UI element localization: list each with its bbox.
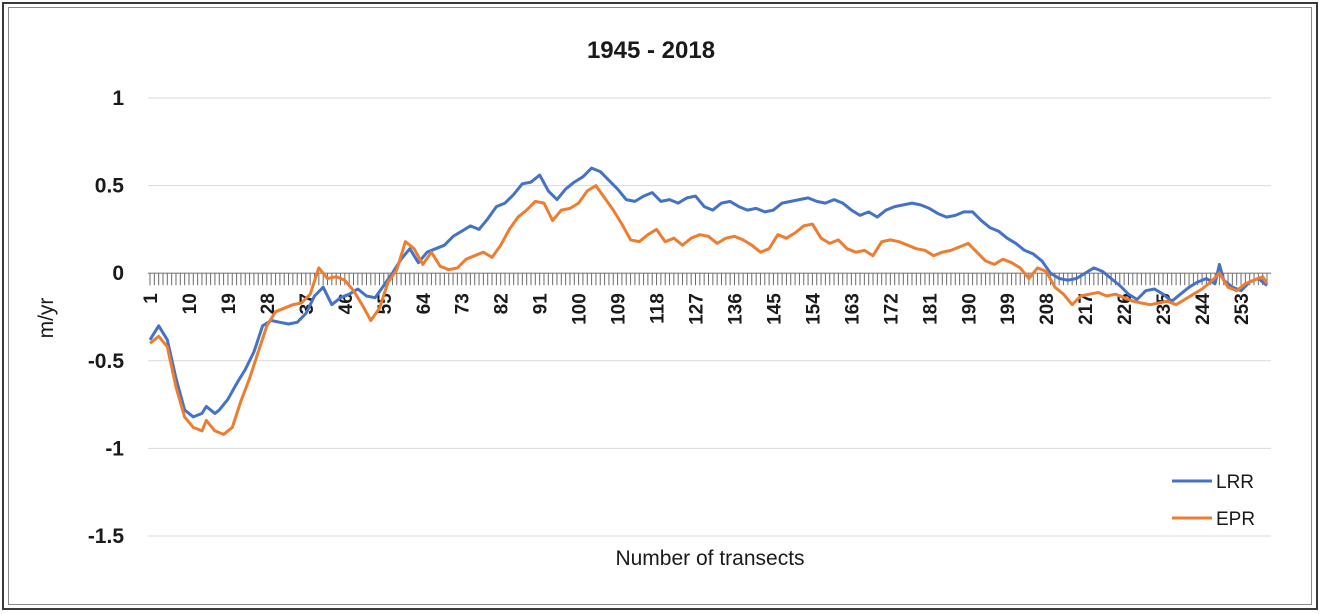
y-tick-label: 0.5 [95,175,125,198]
x-tick-label: 109 [609,293,630,325]
x-tick-label: 73 [453,293,474,314]
x-tick-label: 235 [1154,293,1175,325]
x-axis: 1 10 19 28 37 46 55 64 73 82 91 100 109 118 127 136 145 1… [141,272,1271,325]
chart-title: 1945 - 2018 [587,37,715,64]
x-tick-label: 172 [881,293,902,325]
x-tick-label: 19 [219,293,240,314]
x-tick-label: 154 [803,293,824,325]
x-tick-label: 100 [570,293,591,325]
x-tick-label: 10 [180,293,201,314]
x-tick-label: 118 [648,293,669,324]
x-tick-label: 28 [258,293,279,314]
x-tick-label: 64 [414,293,435,315]
x-tick-label: 181 [920,293,941,325]
y-axis-ticks: 1 0.5 0 -0.5 -1 -1.5 [88,87,125,548]
y-tick-label: -1 [105,437,124,460]
x-tick-label: 217 [1076,293,1097,325]
series-line-epr [149,184,1269,436]
x-tick-label: 127 [687,293,708,325]
x-tick-label: 208 [1037,293,1058,325]
x-tick-label: 190 [959,293,980,325]
y-tick-label: 1 [112,87,124,110]
x-tick-label: 136 [725,293,746,325]
x-tick-label: 82 [492,293,513,314]
legend: LRR EPR [1172,472,1255,530]
x-tick-label: 199 [998,293,1019,325]
x-tick-label: 163 [842,293,863,325]
y-tick-label: 0 [112,262,124,285]
x-tick-label: 253 [1232,293,1253,325]
y-axis-label: m/yr [35,298,58,339]
series-line-lrr [148,166,1268,419]
gridlines [148,97,1271,537]
x-tick-label: 91 [531,293,552,315]
inner-frame [8,7,1312,605]
x-tick-label: 145 [764,293,785,325]
series-lines [148,166,1269,436]
legend-label-lrr: LRR [1216,472,1254,493]
y-tick-label: -0.5 [88,350,125,373]
x-tick-label: 244 [1193,293,1214,325]
legend-label-epr: EPR [1216,509,1255,530]
x-tick-label: 1 [141,293,162,304]
x-axis-label: Number of transects [615,547,804,570]
y-tick-label: -1.5 [88,525,125,548]
